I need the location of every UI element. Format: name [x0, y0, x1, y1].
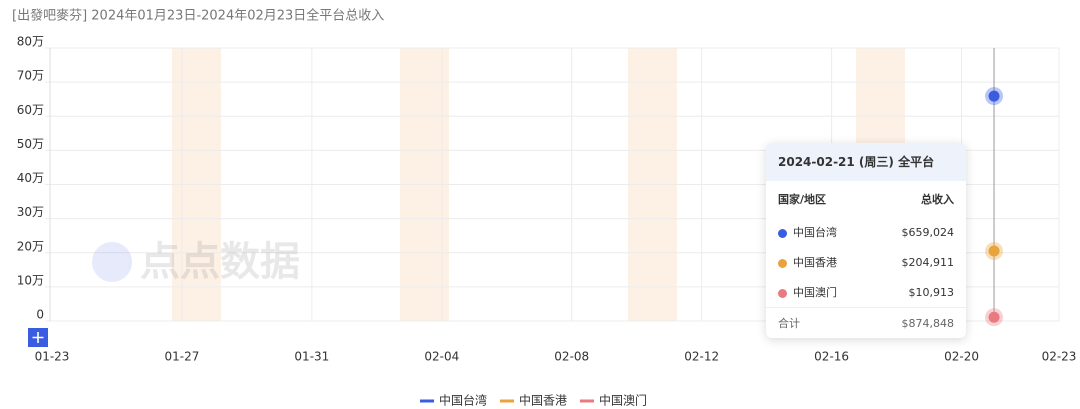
y-tick-label: 50万	[17, 137, 44, 151]
tooltip-rows: 中国台湾 $659,024 中国香港 $204,911 中国澳门 $10,913	[766, 217, 966, 307]
tooltip-dot	[778, 288, 787, 298]
y-tick-label: 0	[36, 308, 44, 322]
legend-label: 中国澳门	[599, 393, 647, 408]
tooltip-country-name: 中国台湾	[793, 226, 837, 239]
x-tick-label: 02-16	[814, 350, 849, 364]
tooltip-country: 中国台湾	[778, 224, 837, 240]
chart-title: [出發吧麥芬] 2024年01月23日-2024年02月23日全平台总收入	[12, 8, 384, 24]
hover-point	[988, 90, 1000, 102]
tooltip-row: 中国澳门 $10,913	[766, 277, 966, 307]
tooltip: 2024-02-21 (周三) 全平台 国家/地区 总收入 中国台湾 $659,02…	[766, 143, 966, 338]
y-tick-label: 10万	[17, 273, 44, 287]
legend-label: 中国香港	[519, 393, 567, 408]
tooltip-row: 中国台湾 $659,024	[766, 217, 966, 247]
watermark-logo	[92, 242, 132, 282]
hover-point	[988, 245, 1000, 257]
y-tick-label: 80万	[17, 35, 44, 49]
x-tick-label: 02-12	[684, 350, 719, 364]
x-tick-label: 01-31	[294, 350, 329, 364]
x-tick-label: 02-23	[1042, 350, 1077, 364]
tooltip-value: $659,024	[901, 225, 955, 239]
tooltip-col: 国家/地区	[778, 193, 827, 206]
tooltip-country-name: 中国澳门	[793, 286, 837, 299]
y-tick-label: 60万	[17, 103, 44, 117]
expand-icon	[32, 332, 44, 343]
tooltip-dot	[778, 258, 787, 268]
y-tick-label: 30万	[17, 205, 44, 219]
y-tick-label: 20万	[17, 239, 44, 253]
tooltip-total-label: 合计	[778, 317, 800, 330]
x-tick-label: 02-08	[554, 350, 589, 364]
watermark: 点点数据	[92, 239, 300, 285]
tooltip-value: $204,911	[901, 255, 955, 269]
tooltip-row: 中国香港 $204,911	[766, 247, 966, 277]
y-tick-label: 40万	[17, 171, 44, 185]
watermark-text: 点点数据	[140, 239, 300, 285]
tooltip-total-value: $874,848	[901, 316, 955, 330]
y-tick-label: 70万	[17, 69, 44, 83]
tooltip-total: 合计 $874,848	[766, 307, 966, 338]
tooltip-col: 总收入	[921, 193, 954, 206]
tooltip-value: $10,913	[908, 285, 955, 299]
x-tick-label: 02-04	[424, 350, 459, 364]
tooltip-header: 国家/地区 总收入	[766, 181, 966, 217]
legend-label: 中国台湾	[439, 393, 487, 408]
tooltip-country-name: 中国香港	[793, 256, 837, 269]
x-tick-label: 01-27	[164, 350, 199, 364]
tooltip-country: 中国香港	[778, 254, 837, 270]
tooltip-title: 2024-02-21 (周三) 全平台	[766, 143, 966, 181]
x-tick-label: 02-20	[944, 350, 979, 364]
x-tick-label: 01-23	[35, 350, 70, 364]
tooltip-country: 中国澳门	[778, 284, 837, 300]
tooltip-dot	[778, 228, 787, 238]
hover-point	[988, 311, 1000, 323]
